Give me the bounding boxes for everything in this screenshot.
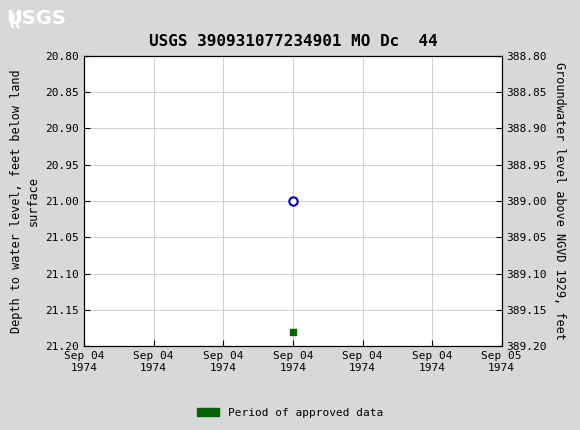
- Legend: Period of approved data: Period of approved data: [193, 403, 387, 422]
- Y-axis label: Groundwater level above NGVD 1929, feet: Groundwater level above NGVD 1929, feet: [553, 62, 566, 340]
- Y-axis label: Depth to water level, feet below land
surface: Depth to water level, feet below land su…: [10, 69, 40, 333]
- Text: ≈: ≈: [3, 7, 27, 28]
- Title: USGS 390931077234901 MO Dc  44: USGS 390931077234901 MO Dc 44: [148, 34, 437, 49]
- Text: USGS: USGS: [6, 9, 66, 28]
